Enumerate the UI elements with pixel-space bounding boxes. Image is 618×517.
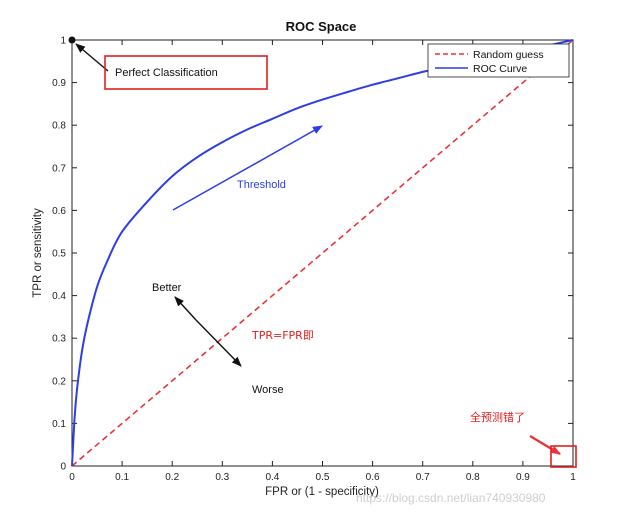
y-tick-label: 0.9 (52, 78, 66, 89)
perfect-point-dot (68, 36, 76, 44)
y-tick-label: 1 (60, 36, 66, 47)
x-tick-label: 0.3 (215, 472, 229, 483)
all-wrong-arrow (529, 434, 561, 456)
threshold-arrow (172, 125, 323, 211)
legend-label-roc: ROC Curve (473, 63, 527, 75)
threshold-label: Threshold (237, 179, 286, 191)
worse-label: Worse (252, 384, 284, 396)
x-tick-label: 0.7 (416, 472, 430, 483)
x-tick-label: 0.4 (265, 472, 279, 483)
all-wrong-box (550, 445, 577, 468)
x-tick-label: 0.1 (115, 472, 129, 483)
y-tick-label: 0.8 (52, 121, 66, 132)
y-tick-label: 0.6 (52, 206, 66, 217)
worse-arrow (195, 319, 242, 367)
y-tick-label: 0.2 (52, 376, 66, 387)
x-axis-label: FPR or (1 - specificity) (265, 486, 379, 498)
watermark: https://blog.csdn.net/lian740930980 (356, 491, 546, 505)
chart-title: ROC Space (286, 19, 357, 34)
y-tick-label: 0.7 (52, 163, 66, 174)
x-tick-label: 0.6 (366, 472, 380, 483)
x-tick-label: 0.5 (316, 472, 330, 483)
y-tick-label: 0.4 (52, 291, 66, 302)
y-axis-ticks: 0 0.1 0.2 0.3 0.4 0.5 0.6 0.7 0.8 0.9 1 (52, 36, 573, 473)
x-tick-label: 0.9 (516, 472, 530, 483)
y-tick-label: 0 (60, 462, 66, 473)
legend-box (427, 43, 570, 78)
better-arrow (174, 296, 197, 321)
x-tick-label: 1 (570, 472, 576, 483)
y-axis-label: TPR or sensitivity (32, 208, 44, 298)
perfect-arrow (75, 43, 109, 72)
y-tick-label: 0.3 (52, 334, 66, 345)
perfect-callout-box (104, 55, 268, 90)
tpr-fpr-label: TPR=FPR即 (251, 329, 314, 342)
better-label: Better (152, 282, 182, 294)
y-tick-label: 0.5 (52, 249, 66, 260)
legend-label-random: Random guess (473, 49, 544, 61)
x-tick-label: 0.2 (165, 472, 179, 483)
legend: Random guess ROC Curve (427, 43, 570, 78)
x-tick-label: 0.8 (466, 472, 480, 483)
y-tick-label: 0.1 (52, 419, 66, 430)
x-tick-label: 0 (69, 472, 75, 483)
perfect-label: Perfect Classification (115, 67, 218, 79)
all-wrong-label: 全预测错了 (470, 410, 525, 424)
plot-area (71, 39, 574, 467)
